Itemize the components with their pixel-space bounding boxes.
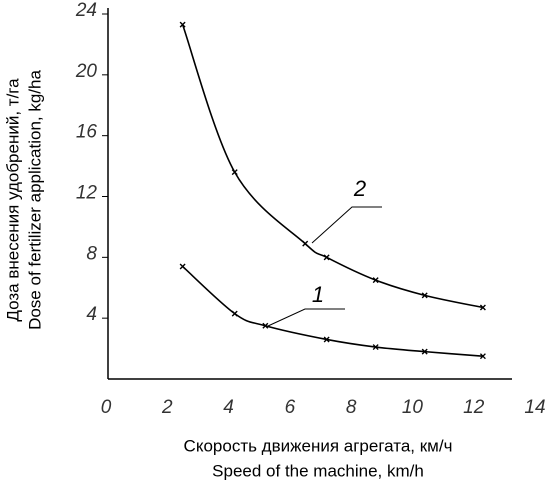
x-tick-label: 6	[285, 397, 296, 418]
x-tick-label: 2	[161, 397, 173, 418]
series-label: 2	[353, 176, 366, 201]
x-tick-label: 14	[524, 397, 545, 418]
y-tick-label: 12	[76, 183, 98, 204]
series-line	[181, 24, 484, 309]
series-label: 1	[312, 282, 324, 307]
point-marker	[262, 322, 269, 329]
x-label: Скорость движения агрегата, км/ч	[184, 436, 453, 455]
point-marker	[421, 348, 428, 355]
y-tick-label: 8	[86, 243, 97, 264]
point-marker	[421, 292, 428, 299]
y-label: Доза внесения удобрений, т/га	[3, 78, 22, 322]
y-label: Dose of fertilizer application, kg/ha	[25, 70, 44, 330]
x-tick-label: 4	[223, 397, 234, 418]
leader-line	[267, 308, 345, 327]
point-marker	[372, 344, 379, 351]
point-marker	[179, 263, 186, 270]
point-marker	[323, 336, 330, 343]
x-tick-label: 10	[402, 397, 424, 418]
point-marker	[479, 353, 486, 360]
point-marker	[372, 277, 379, 284]
y-tick-label: 4	[86, 304, 97, 325]
point-marker	[179, 21, 186, 28]
leader-line	[311, 206, 382, 244]
y-tick-label: 16	[76, 122, 98, 143]
x-label: Speed of the machine, km/h	[212, 461, 424, 480]
x-tick-label: 12	[463, 397, 485, 418]
point-marker	[479, 304, 486, 311]
point-marker	[231, 310, 238, 317]
y-tick-label: 20	[75, 61, 98, 82]
x-tick-label: 8	[346, 397, 357, 418]
series-line	[182, 265, 483, 357]
point-marker	[323, 254, 330, 261]
point-marker	[231, 169, 238, 176]
y-tick-label: 24	[75, 0, 97, 21]
point-marker	[302, 240, 309, 247]
x-tick-label: 0	[101, 397, 112, 418]
